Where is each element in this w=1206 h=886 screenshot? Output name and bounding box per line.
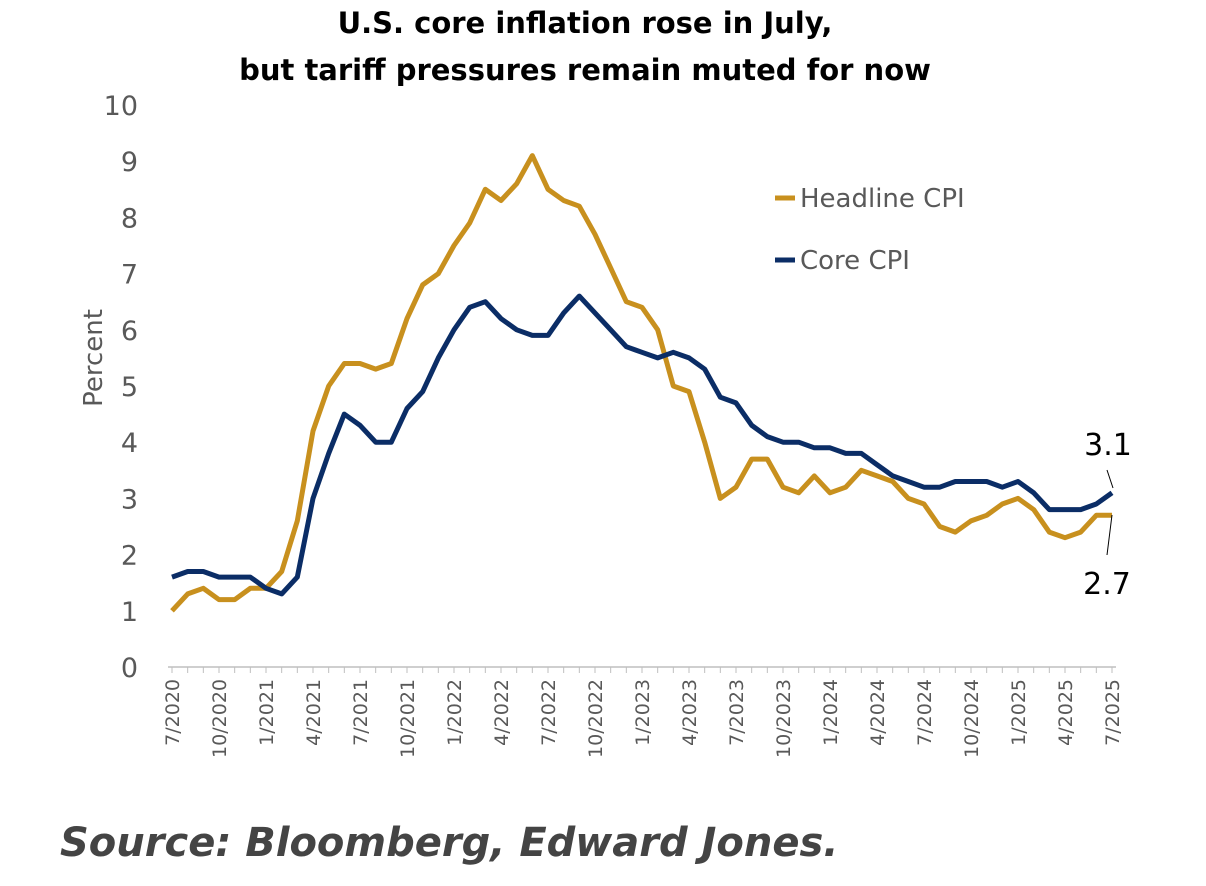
x-tick-label: 1/2022 bbox=[444, 679, 466, 746]
source-note: Source: Bloomberg, Edward Jones. bbox=[60, 820, 839, 866]
x-tick-label: 4/2025 bbox=[1055, 679, 1077, 746]
annotation-leader-headline bbox=[1106, 514, 1113, 556]
x-tick-label: 10/2022 bbox=[585, 679, 607, 758]
chart-title-line-1: U.S. core inflation rose in July, bbox=[337, 6, 833, 40]
annotation-core-value: 3.1 bbox=[1084, 428, 1132, 463]
x-tick-label: 1/2023 bbox=[632, 679, 654, 746]
y-tick-label: 7 bbox=[121, 260, 138, 291]
x-tick-label: 7/2023 bbox=[726, 679, 748, 746]
x-tick-label: 1/2025 bbox=[1008, 679, 1030, 746]
legend-label-headline: Headline CPI bbox=[800, 184, 965, 214]
x-tick-label: 7/2020 bbox=[162, 679, 184, 746]
y-tick-label: 9 bbox=[121, 147, 138, 178]
y-tick-label: 6 bbox=[121, 316, 138, 347]
x-tick-label: 7/2021 bbox=[350, 679, 372, 746]
y-tick-label: 3 bbox=[121, 484, 138, 515]
annotation-headline-value: 2.7 bbox=[1083, 567, 1131, 602]
legend-label-core: Core CPI bbox=[800, 246, 910, 276]
x-tick-label: 4/2021 bbox=[303, 679, 325, 746]
series-line-headline-cpi bbox=[170, 153, 1112, 613]
x-tick-label: 1/2021 bbox=[256, 679, 278, 746]
x-tick-label: 10/2023 bbox=[773, 679, 795, 758]
x-tick-label: 10/2024 bbox=[961, 679, 983, 758]
x-axis: 7/2020 10/2020 1/2021 4/2021 7/2021 10/2021 1/… bbox=[162, 666, 1124, 758]
y-tick-label: 1 bbox=[121, 597, 138, 628]
y-axis-ticks: 0 1 2 3 4 5 6 7 8 9 10 bbox=[104, 91, 138, 684]
x-tick-label: 4/2022 bbox=[491, 679, 513, 746]
x-tick-label: 7/2024 bbox=[914, 679, 936, 746]
x-tick-label: 4/2024 bbox=[867, 679, 889, 746]
x-tick-label: 4/2023 bbox=[679, 679, 701, 746]
chart-title-line-2: but tariff pressures remain muted for no… bbox=[239, 53, 931, 87]
legend: Headline CPI Core CPI bbox=[775, 184, 965, 276]
x-tick-label: 7/2025 bbox=[1102, 679, 1124, 746]
y-tick-label: 5 bbox=[121, 372, 138, 403]
y-tick-label: 0 bbox=[121, 653, 138, 684]
series-lines bbox=[170, 153, 1114, 613]
x-tick-label: 10/2021 bbox=[397, 679, 419, 758]
annotation-leader-core bbox=[1106, 469, 1114, 489]
x-tick-label: 1/2024 bbox=[820, 679, 842, 746]
chart-title: U.S. core inflation rose in July, but ta… bbox=[0, 0, 1170, 94]
y-tick-label: 10 bbox=[104, 91, 138, 122]
y-tick-label: 8 bbox=[121, 203, 138, 234]
y-tick-label: 2 bbox=[121, 541, 138, 572]
end-annotations: 3.1 2.7 bbox=[1083, 428, 1132, 602]
y-axis-label: Percent bbox=[79, 309, 109, 407]
series-line-core-cpi bbox=[171, 293, 1114, 597]
x-tick-label: 10/2020 bbox=[209, 679, 231, 758]
x-tick-label: 7/2022 bbox=[538, 679, 560, 746]
y-tick-label: 4 bbox=[121, 428, 138, 459]
